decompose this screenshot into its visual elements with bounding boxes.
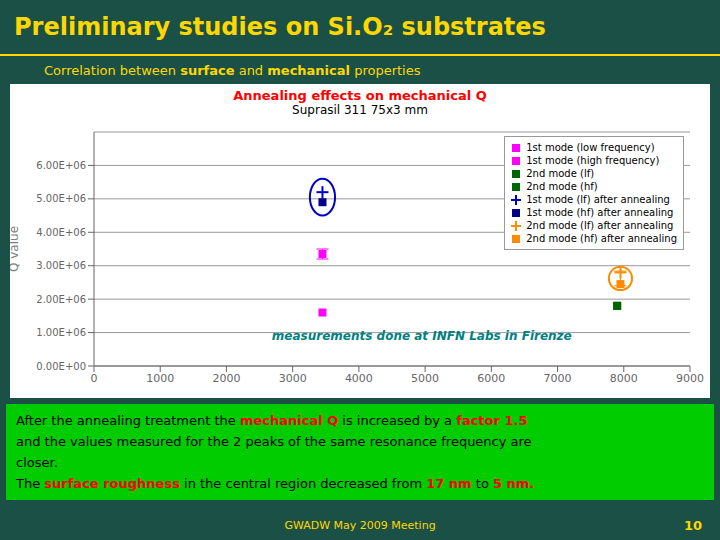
html-text:Correlation between surface an: Correlation between surface and mechanic… <box>44 62 421 78</box>
html-text:closer.: closer. <box>16 455 58 470</box>
svg-text:8000: 8000 <box>610 372 638 385</box>
svg-text:3000: 3000 <box>279 372 307 385</box>
html-text:2nd mode (lf) after annealing: 2nd mode (lf) after annealing <box>526 220 674 231</box>
svg-text:1000: 1000 <box>146 372 174 385</box>
svg-text:Q value: Q value <box>10 226 21 272</box>
svg-text:6000: 6000 <box>477 372 505 385</box>
html-text:1st mode (high frequency): 1st mode (high frequency) <box>526 155 660 166</box>
svg-text:2000: 2000 <box>212 372 240 385</box>
svg-text:7000: 7000 <box>544 372 572 385</box>
html-text:The surface roughness in the c: The surface roughness in the central reg… <box>16 476 535 491</box>
html-text:1st mode (low frequency): 1st mode (low frequency) <box>526 142 655 153</box>
svg-text:0: 0 <box>91 372 98 385</box>
html-text:After the annealing treatment: After the annealing treatment the mechan… <box>16 413 528 428</box>
svg-text:1.00E+06: 1.00E+06 <box>36 327 86 338</box>
svg-text:0.00E+00: 0.00E+00 <box>36 361 86 372</box>
svg-text:9000: 9000 <box>676 372 704 385</box>
html-text:and the values measured for th: and the values measured for the 2 peaks … <box>16 434 532 449</box>
html-text:1st mode (lf) after annealing: 1st mode (lf) after annealing <box>526 194 670 205</box>
svg-text:4.00E+06: 4.00E+06 <box>36 227 86 238</box>
html-text:Suprasil 311 75x3 mm: Suprasil 311 75x3 mm <box>292 103 428 117</box>
svg-text:3.00E+06: 3.00E+06 <box>36 260 86 271</box>
html-text:Preliminary studies on Si.O₂ s: Preliminary studies on Si.O₂ substrates <box>14 13 546 41</box>
html-text:2nd mode (hf) after annealing: 2nd mode (hf) after annealing <box>526 233 677 244</box>
html-text:measurements done at INFN Labs: measurements done at INFN Labs in Firenz… <box>271 328 572 343</box>
html-text:1st mode (hf) after annealing: 1st mode (hf) after annealing <box>526 207 674 218</box>
html-text:2nd mode (hf): 2nd mode (hf) <box>526 181 598 192</box>
svg-text:2.00E+06: 2.00E+06 <box>36 294 86 305</box>
svg-text:6.00E+06: 6.00E+06 <box>36 160 86 171</box>
html-text:Annealing effects on mechanica: Annealing effects on mechanical Q <box>233 88 487 103</box>
svg-text:5.00E+06: 5.00E+06 <box>36 193 86 204</box>
svg-text:5000: 5000 <box>411 372 439 385</box>
html-text:2nd mode (lf): 2nd mode (lf) <box>526 168 595 179</box>
svg-text:4000: 4000 <box>345 372 373 385</box>
html-text:10: 10 <box>683 517 702 533</box>
html-text:GWADW May 2009 Meeting: GWADW May 2009 Meeting <box>284 518 436 532</box>
